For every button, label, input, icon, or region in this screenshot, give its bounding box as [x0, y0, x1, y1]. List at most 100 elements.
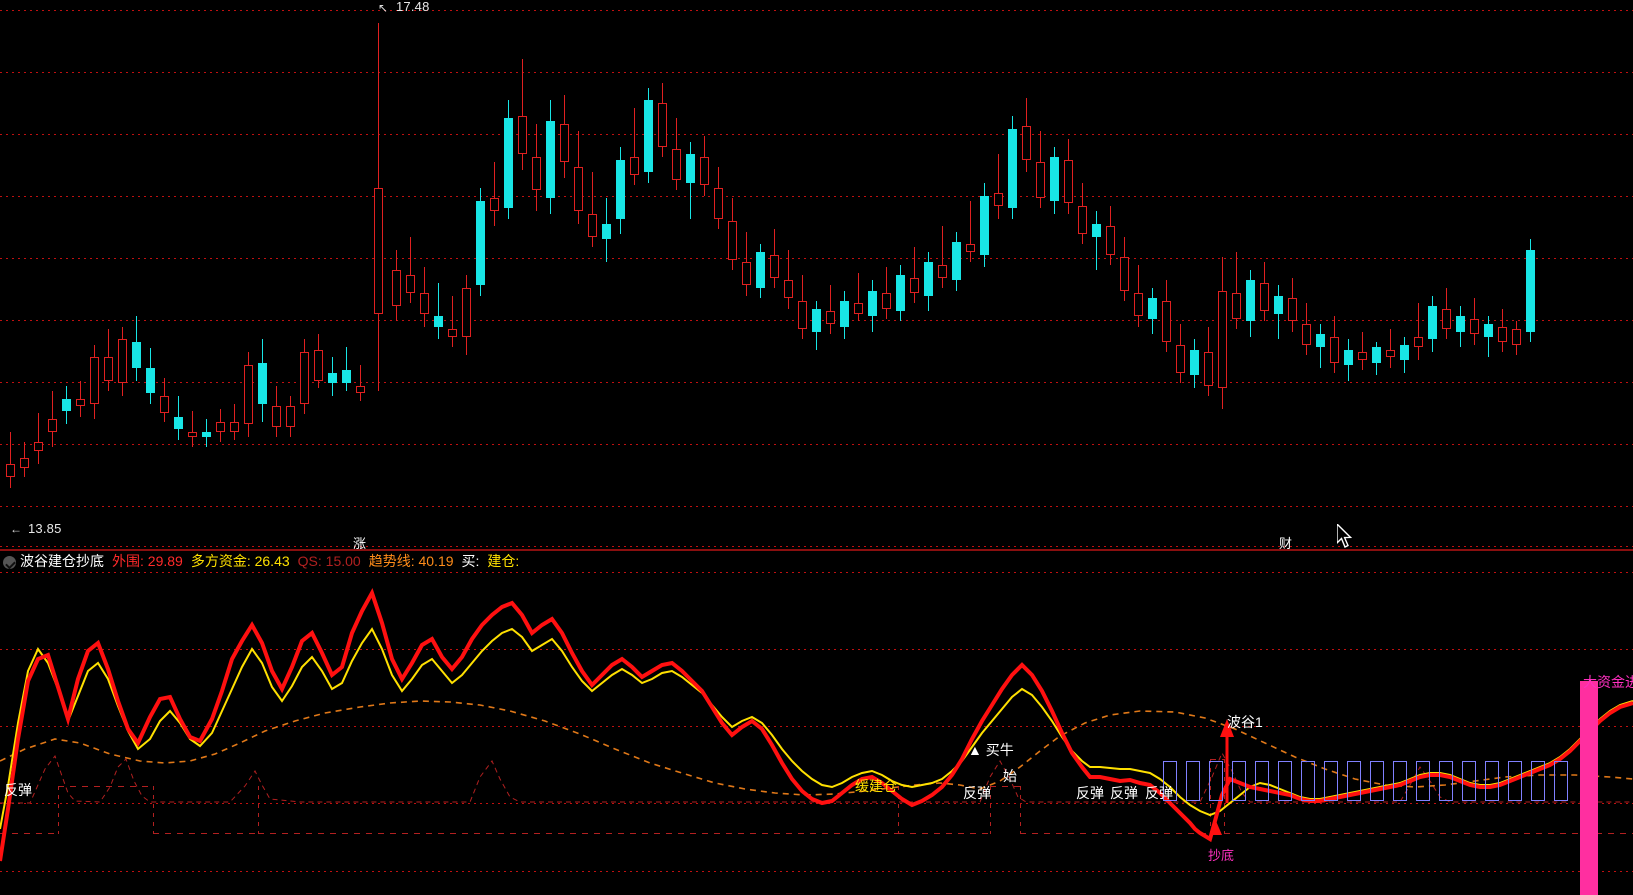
candle-body [630, 157, 639, 175]
candle-body [742, 262, 751, 286]
candle-wick [592, 172, 593, 247]
collapse-chevron-down-icon[interactable] [3, 556, 16, 569]
indicator-curves [0, 588, 1633, 862]
price-low-arrow-icon: ← [10, 522, 22, 536]
signal-box [1163, 761, 1177, 801]
candle-body [48, 419, 57, 432]
candle-body [90, 357, 99, 404]
big-capital-bar [1580, 681, 1598, 895]
price-gridline [0, 444, 1633, 445]
price-chart-pane[interactable]: 17.48 ↖ 13.85 ← 涨 财 [0, 0, 1633, 549]
candle-body [714, 187, 723, 219]
indicator-value-fields: 外围: 29.89 多方资金: 26.43 QS: 15.00 趋势线: 40.19 买… [104, 553, 519, 569]
candle-body [756, 252, 765, 289]
indicator-name: 波谷建仓抄底 [20, 553, 104, 569]
candle-body [588, 213, 597, 237]
indicator-label: 反弹 [1110, 785, 1138, 801]
candle-wick [830, 285, 831, 335]
candle-wick [38, 412, 39, 465]
indicator-label: 缓建仓 [855, 778, 897, 794]
candle-wick [410, 236, 411, 304]
candle-body [1386, 349, 1395, 358]
candle-body [118, 339, 127, 384]
price-low-label: 13.85 [28, 521, 62, 536]
candle-body [342, 370, 351, 384]
candle-body [392, 270, 401, 307]
candle-wick [438, 282, 439, 340]
candle-wick [634, 108, 635, 186]
candle-body [1232, 293, 1241, 319]
candle-body [202, 431, 211, 438]
signal-box [1324, 761, 1338, 801]
indicator-gridline [0, 572, 1633, 573]
candle-body [658, 103, 667, 147]
signal-box [1186, 761, 1200, 801]
candle-body [490, 198, 499, 211]
candle-body [1050, 157, 1059, 201]
candle-body [1484, 324, 1493, 337]
candle-body [1316, 334, 1325, 348]
price-gridline [0, 382, 1633, 383]
candle-body [462, 288, 471, 337]
candle-body [700, 157, 709, 186]
candle-body [1344, 349, 1353, 366]
indicator-label: 反弹 [1076, 785, 1104, 801]
candle-wick [192, 411, 193, 448]
candle-wick [998, 154, 999, 219]
chaodi-arrow-icon [1210, 821, 1222, 835]
candle-body [686, 154, 695, 183]
candle-body [62, 398, 71, 412]
candle-body [504, 118, 513, 209]
candle-body [20, 457, 29, 468]
candle-body [476, 200, 485, 286]
candle-body [574, 167, 583, 211]
indicator-field-趋势线: 趋势线: 40.19 [368, 553, 454, 569]
candle-wick [494, 162, 495, 227]
candle-body [938, 264, 947, 278]
signal-box [1301, 761, 1315, 801]
signal-box [1485, 761, 1499, 801]
candle-body [1302, 324, 1311, 345]
candle-wick [970, 200, 971, 263]
indicator-label: 大资金进场 [1583, 674, 1633, 690]
candle-body [1358, 352, 1367, 360]
bogu-arrow-icon [1220, 719, 1234, 803]
candle-body [1456, 316, 1465, 332]
candle-body [1288, 298, 1297, 322]
indicator-label: 抄底 [1208, 848, 1235, 863]
indicator-header-bar[interactable]: 波谷建仓抄底 外围: 29.89 多方资金: 26.43 QS: 15.00 趋势线: … [0, 552, 1633, 571]
indicator-gridline [0, 726, 1633, 727]
candle-wick [914, 246, 915, 304]
indicator-reference-vline [1020, 786, 1021, 834]
candle-wick [1488, 316, 1489, 358]
indicator-reference-vline [258, 786, 259, 834]
candle-body [1512, 329, 1521, 345]
candle-body [434, 316, 443, 327]
candle-wick [10, 431, 11, 489]
candle-wick [858, 272, 859, 322]
candle-body [216, 421, 225, 432]
candle-body [1106, 226, 1115, 255]
candle-body [406, 275, 415, 294]
indicator-reference-line [1210, 759, 1224, 760]
indicator-gridline [0, 803, 1633, 804]
candle-body [6, 464, 15, 477]
indicator-field-买: 买: [461, 553, 480, 569]
indicator-reference-line [990, 786, 1020, 787]
candle-wick [1362, 331, 1363, 371]
candle-body [1092, 223, 1101, 237]
candle-body [924, 262, 933, 296]
candle-body [602, 223, 611, 240]
candle-body [146, 367, 155, 394]
candle-body [272, 406, 281, 427]
candle-body [882, 293, 891, 309]
candle-body [1428, 306, 1437, 340]
indicator-label: 反弹 [1145, 785, 1173, 801]
candle-body [1260, 282, 1269, 312]
candle-body [76, 398, 85, 407]
candle-body [160, 395, 169, 413]
signal-box [1439, 761, 1453, 801]
price-gridline [0, 72, 1633, 73]
candle-body [994, 192, 1003, 206]
